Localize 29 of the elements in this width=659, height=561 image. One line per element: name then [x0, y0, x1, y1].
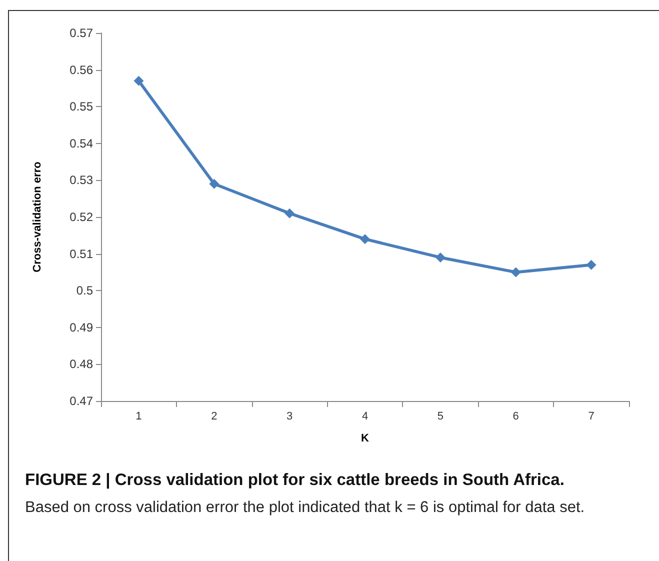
y-tick-label: 0.52: [70, 210, 94, 224]
point: [209, 178, 220, 189]
y-tick-label: 0.49: [70, 320, 94, 334]
y-tick-label: 0.48: [70, 357, 94, 372]
x-tick-label: 1: [136, 410, 142, 422]
x-tick-label: 2: [211, 410, 218, 422]
y-tick-label: 0.57: [70, 26, 94, 40]
text: Based on cross validation error the plot indicated that k = 6 is optimal for data set.: [25, 498, 586, 518]
y-tick-label: 0.53: [70, 173, 94, 188]
point: [284, 208, 295, 218]
y-axis-title: Cross-validation erro: [32, 161, 44, 272]
x-tick-label: 6: [512, 410, 519, 422]
point: [435, 252, 446, 262]
y-tick-label: 0.56: [70, 62, 94, 77]
y-tick-label: 0.55: [70, 100, 94, 114]
point: [586, 260, 596, 270]
point: [510, 267, 521, 278]
y-tick-label: 0.51: [70, 246, 94, 261]
point: [134, 76, 144, 86]
x-tick-label: 5: [437, 410, 444, 422]
x-tick-label: 3: [286, 410, 293, 422]
y-tick-label: 0.47: [70, 394, 94, 408]
text: FIGURE 2 | Cross validation plot for six cattle breeds in South Africa.: [25, 471, 566, 490]
x-tick-label: 7: [588, 410, 594, 422]
point: [360, 234, 370, 244]
y-tick-label: 0.5: [76, 284, 94, 298]
y-tick-label: 0.54: [70, 136, 94, 150]
x-axis-title: K: [361, 432, 370, 444]
x-tick-label: 4: [362, 410, 368, 422]
